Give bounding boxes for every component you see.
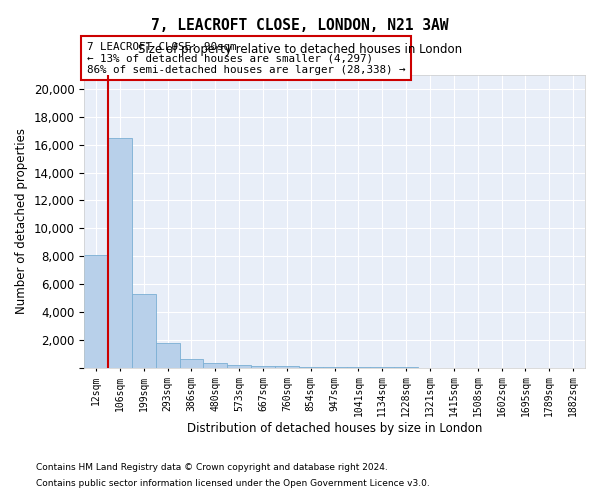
Bar bbox=[299, 366, 323, 368]
Bar bbox=[84, 255, 108, 368]
Text: Contains public sector information licensed under the Open Government Licence v3: Contains public sector information licen… bbox=[36, 478, 430, 488]
Bar bbox=[108, 138, 132, 368]
Bar bbox=[132, 294, 156, 368]
Bar bbox=[227, 364, 251, 368]
X-axis label: Distribution of detached houses by size in London: Distribution of detached houses by size … bbox=[187, 422, 482, 435]
Text: 7, LEACROFT CLOSE, LONDON, N21 3AW: 7, LEACROFT CLOSE, LONDON, N21 3AW bbox=[151, 18, 449, 32]
Text: 7 LEACROFT CLOSE: 90sqm
← 13% of detached houses are smaller (4,297)
86% of semi: 7 LEACROFT CLOSE: 90sqm ← 13% of detache… bbox=[86, 42, 405, 75]
Bar bbox=[251, 366, 275, 368]
Text: Contains HM Land Registry data © Crown copyright and database right 2024.: Contains HM Land Registry data © Crown c… bbox=[36, 464, 388, 472]
Y-axis label: Number of detached properties: Number of detached properties bbox=[15, 128, 28, 314]
Bar bbox=[179, 360, 203, 368]
Bar bbox=[203, 363, 227, 368]
Bar bbox=[323, 367, 347, 368]
Text: Size of property relative to detached houses in London: Size of property relative to detached ho… bbox=[138, 42, 462, 56]
Bar bbox=[275, 366, 299, 368]
Bar bbox=[156, 344, 179, 367]
